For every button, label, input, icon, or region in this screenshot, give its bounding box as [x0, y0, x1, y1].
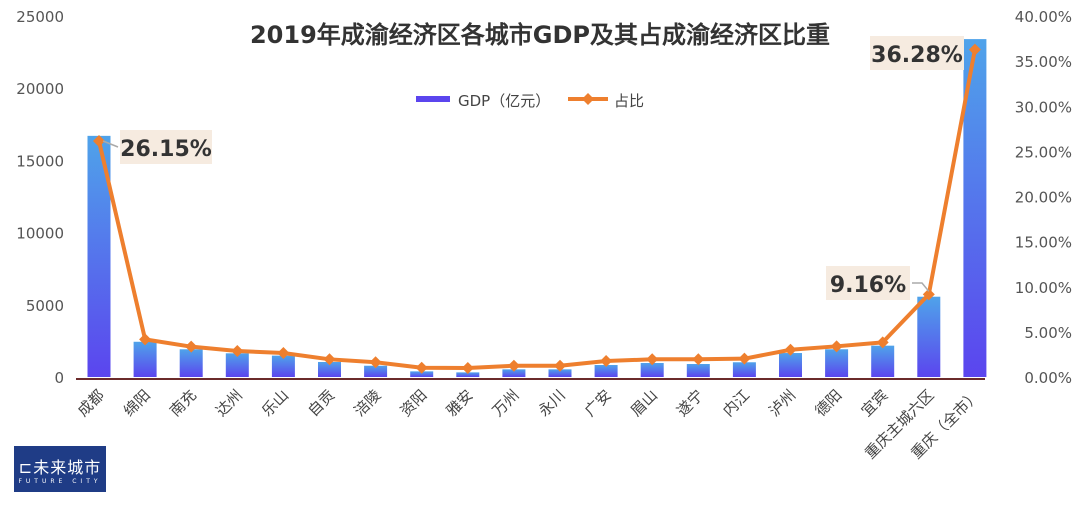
chart-title: 2019年成渝经济区各城市GDP及其占成渝经济区比重	[250, 21, 830, 49]
x-tick-label: 眉山	[627, 386, 661, 420]
y-left-tick-label: 25000	[16, 8, 64, 26]
bar-乐山	[271, 355, 295, 377]
share-marker	[507, 359, 520, 372]
share-marker	[922, 288, 935, 301]
legend-gdp-label: GDP（亿元）	[458, 92, 550, 110]
bar-雅安	[456, 372, 480, 377]
share-marker	[692, 353, 705, 366]
y-right-tick-label: 25.00%	[1015, 143, 1072, 161]
x-tick-label: 绵阳	[120, 386, 154, 420]
x-tick-label: 遂宁	[673, 386, 707, 420]
bar-重庆主城六区	[917, 296, 941, 377]
share-marker	[231, 345, 244, 358]
data-label: 36.28%	[871, 43, 963, 68]
bar-遂宁	[686, 364, 710, 377]
data-label: 26.15%	[120, 137, 212, 162]
y-right-tick-label: 40.00%	[1015, 8, 1072, 26]
x-tick-label: 涪陵	[350, 386, 384, 420]
bar-自贡	[318, 361, 341, 377]
share-marker	[876, 336, 889, 349]
x-tick-label: 自贡	[304, 386, 338, 420]
x-tick-label: 南充	[166, 386, 200, 420]
bar-内江	[732, 362, 756, 377]
bar-达州	[225, 353, 249, 377]
bar-资阳	[410, 371, 434, 377]
bar-南充	[179, 349, 203, 377]
bar-绵阳	[133, 341, 157, 377]
y-right-tick-label: 35.00%	[1015, 53, 1072, 71]
bar-宜宾	[871, 345, 895, 377]
share-marker	[323, 353, 336, 366]
bar-永川	[548, 369, 572, 377]
y-left-tick-label: 20000	[16, 80, 64, 98]
bar-重庆（全市）	[963, 39, 987, 377]
data-label-box	[120, 130, 212, 164]
x-tick-label: 万州	[489, 386, 523, 420]
y-right-tick-label: 30.00%	[1015, 98, 1072, 116]
y-left-tick-label: 15000	[16, 152, 64, 170]
share-marker	[93, 134, 105, 147]
x-tick-label: 成都	[74, 386, 108, 420]
x-tick-label: 达州	[212, 386, 246, 420]
share-marker	[277, 346, 290, 359]
legend-share-marker	[582, 93, 594, 105]
share-marker	[646, 353, 659, 366]
share-marker	[600, 355, 613, 368]
future-city-logo: ⊏未来城市 FUTURE CITY	[14, 446, 106, 492]
bar-德阳	[825, 349, 849, 377]
bar-广安	[594, 365, 618, 377]
bar-眉山	[640, 362, 664, 377]
y-right-tick-label: 10.00%	[1015, 279, 1072, 297]
share-marker	[784, 343, 797, 356]
share-marker	[738, 352, 751, 365]
y-left-tick-label: 10000	[16, 225, 64, 243]
y-right-tick-label: 5.00%	[1024, 324, 1072, 342]
data-label-box	[870, 36, 964, 70]
share-marker	[830, 340, 843, 353]
y-left-tick-label: 5000	[26, 297, 64, 315]
legend-gdp-swatch	[416, 96, 450, 102]
x-tick-label: 泸州	[765, 386, 799, 420]
share-marker	[369, 356, 382, 369]
bar-成都	[87, 135, 111, 377]
share-line	[97, 49, 977, 370]
x-tick-label: 永川	[535, 386, 569, 420]
x-tick-label: 雅安	[443, 386, 477, 420]
data-label-box	[826, 266, 910, 300]
share-marker	[554, 359, 566, 372]
x-tick-label: 资阳	[397, 386, 431, 420]
x-tick-label: 内江	[719, 386, 753, 420]
bar-泸州	[779, 353, 802, 377]
data-label: 9.16%	[830, 273, 906, 298]
share-marker	[415, 361, 428, 374]
bar-万州	[502, 369, 526, 377]
share-marker	[968, 43, 981, 56]
y-right-tick-label: 20.00%	[1015, 189, 1072, 207]
y-right-tick-label: 0.00%	[1024, 369, 1072, 387]
share-marker	[185, 340, 198, 353]
x-tick-label: 德阳	[811, 386, 845, 420]
data-label-leader	[102, 140, 119, 148]
y-left-tick-label: 0	[54, 369, 64, 387]
x-tick-label: 宜宾	[858, 386, 892, 420]
share-marker	[461, 361, 474, 374]
bar-涪陵	[364, 365, 388, 377]
y-right-tick-label: 15.00%	[1015, 234, 1072, 252]
x-tick-label: 乐山	[258, 386, 292, 420]
legend-share-label: 占比	[614, 92, 644, 110]
x-tick-label: 广安	[581, 386, 615, 420]
share-marker	[139, 333, 152, 346]
data-label-leader	[912, 282, 930, 292]
